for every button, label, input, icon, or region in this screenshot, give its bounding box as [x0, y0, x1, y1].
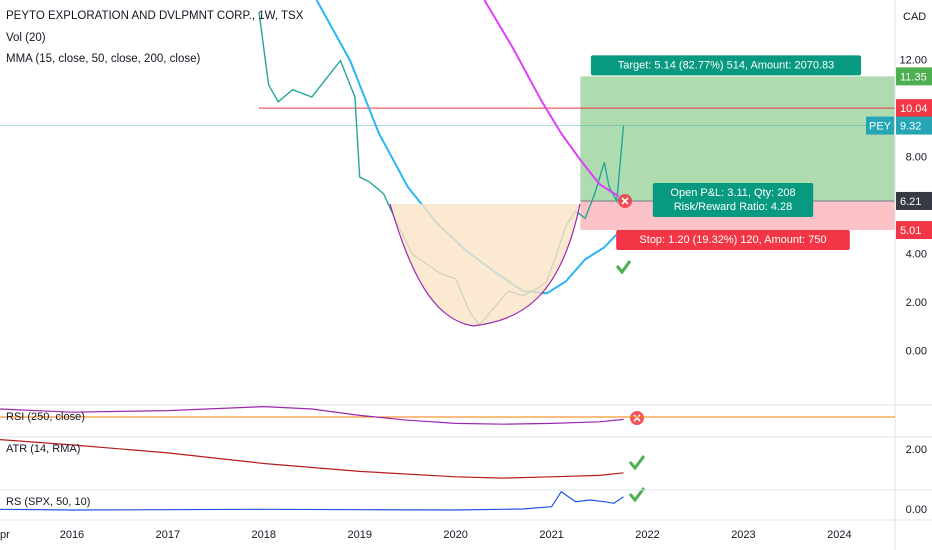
indicator-label: RSI (250, close): [6, 411, 85, 423]
pnl-label-text: Open P&L: 3.11, Qty: 208: [670, 187, 795, 199]
check-icon: [628, 455, 646, 471]
price-tag-label: 5.01: [900, 225, 921, 237]
price-tag: [896, 116, 932, 135]
x-tick-label: 2018: [252, 529, 276, 541]
ticker-tag: [866, 116, 894, 135]
ticker-label: PEY: [869, 120, 892, 132]
series-line: [483, 0, 620, 198]
volume-label: Vol (20): [6, 32, 46, 44]
target-label-text: Target: 5.14 (82.77%) 514, Amount: 2070.…: [618, 59, 834, 71]
y-tick-label: 0.00: [906, 345, 927, 357]
currency: CAD: [903, 11, 926, 23]
y-tick-label: 2.00: [906, 444, 927, 456]
indicator-line: [0, 439, 624, 479]
cup-fill: [390, 204, 580, 326]
stop-label-box: [616, 230, 850, 251]
pnl-label-box: [652, 182, 814, 217]
x-tick-label: 2021: [539, 529, 563, 541]
price-tag-label: 6.21: [900, 196, 921, 208]
target-label-box: [590, 55, 862, 76]
indicator-line: [0, 405, 624, 425]
fail-icon: [618, 194, 632, 208]
x-tick-label: pr: [0, 529, 10, 541]
pnl-label: Open P&L: 3.11, Qty: 208 Risk/Reward Rati…: [652, 182, 814, 217]
price-tag: [896, 191, 932, 210]
price-tag: [896, 67, 932, 86]
x-tick-label: 2019: [347, 529, 371, 541]
x-tick-label: 2022: [635, 529, 659, 541]
indicator-label: RS (SPX, 50, 10): [6, 496, 90, 508]
y-tick-label: 12.00: [899, 55, 927, 67]
price-tag: [896, 221, 932, 240]
chart-title: PEYTO EXPLORATION AND DVLPMNT CORP., 1W,…: [6, 10, 304, 22]
mma-label: MMA (15, close, 50, close, 200, close): [6, 53, 200, 65]
price-tag-label: 11.35: [900, 71, 927, 83]
target-label: Target: 5.14 (82.77%) 514, Amount: 2070.…: [590, 55, 862, 76]
cup-arc: [389, 203, 581, 327]
x-tick-label: 2017: [156, 529, 180, 541]
x-tick-label: 2016: [60, 529, 84, 541]
price-tag-label: 9.32: [900, 120, 921, 132]
fail-icon: [630, 411, 644, 425]
target-zone: [580, 76, 895, 201]
indicator-line: [0, 490, 624, 511]
price-tag: [896, 99, 932, 118]
stop-label: Stop: 1.20 (19.32%) 120, Amount: 750: [616, 230, 850, 251]
check-icon: [628, 487, 646, 503]
y-tick-label: 8.00: [906, 151, 927, 163]
x-tick-label: 2023: [731, 529, 755, 541]
price-tag-label: 10.04: [900, 103, 928, 115]
stop-label-text: Stop: 1.20 (19.32%) 120, Amount: 750: [639, 234, 826, 246]
y-tick-label: 4.00: [906, 248, 927, 260]
y-tick-label: 2.00: [906, 297, 927, 309]
indicator-label: ATR (14, RMA): [6, 443, 80, 455]
x-tick-label: 2020: [443, 529, 467, 541]
x-tick-label: 2024: [827, 529, 851, 541]
y-tick-label: 0.00: [906, 504, 927, 516]
check-icon: [615, 260, 632, 275]
pnl-label-text: Risk/Reward Ratio: 4.28: [674, 201, 793, 213]
